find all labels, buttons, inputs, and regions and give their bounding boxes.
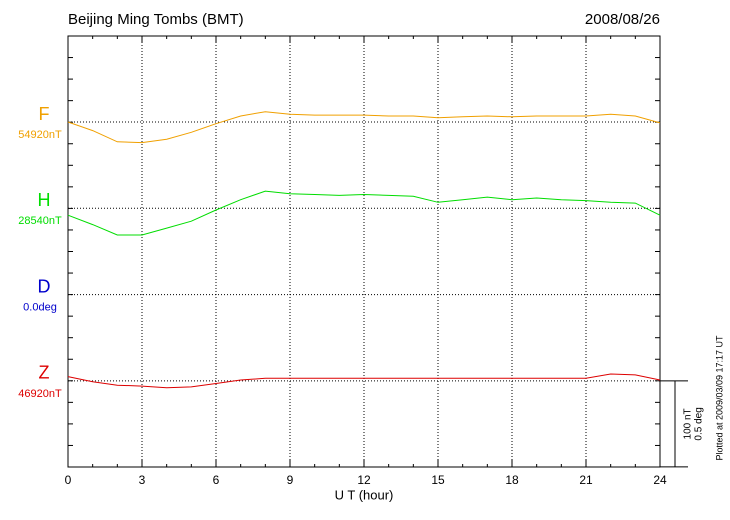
chart-title: Beijing Ming Tombs (BMT) bbox=[68, 11, 244, 28]
x-axis-label: U T (hour) bbox=[335, 487, 394, 502]
trace-line bbox=[67, 373, 661, 389]
x-tick-label: 12 bbox=[357, 473, 371, 487]
series-name: Z bbox=[39, 363, 50, 383]
series-baseline-label: 54920nT bbox=[18, 129, 62, 141]
series-baseline-label: 46920nT bbox=[18, 388, 62, 400]
x-tick-label: 6 bbox=[213, 473, 220, 487]
series-name: H bbox=[38, 190, 51, 210]
series-name: F bbox=[39, 104, 50, 124]
x-tick-label: 18 bbox=[505, 473, 519, 487]
x-tick-label: 24 bbox=[653, 473, 667, 487]
scale-label: 100 nT bbox=[683, 408, 694, 439]
scale-deg-label: 0.5 deg bbox=[694, 407, 705, 440]
footnote: Plotted at 2009/03/09 17:17 UT bbox=[714, 335, 724, 461]
x-tick-label: 0 bbox=[65, 473, 72, 487]
chart-date: 2008/08/26 bbox=[585, 11, 660, 28]
series-name: D bbox=[38, 276, 51, 296]
x-tick-label: 21 bbox=[579, 473, 593, 487]
series-baseline-label: 28540nT bbox=[18, 215, 62, 227]
series-baseline-label: 0.0deg bbox=[23, 302, 57, 314]
x-tick-label: 15 bbox=[431, 473, 445, 487]
x-tick-label: 3 bbox=[139, 473, 146, 487]
trace-line bbox=[67, 190, 661, 236]
x-tick-label: 9 bbox=[287, 473, 294, 487]
trace-line bbox=[67, 111, 661, 144]
